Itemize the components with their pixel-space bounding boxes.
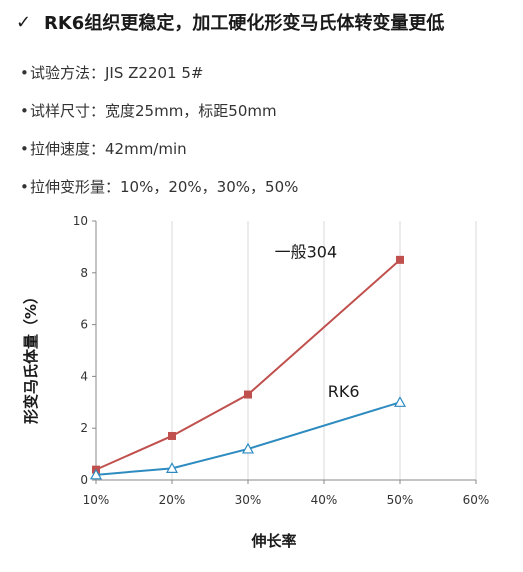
bullet-text: 拉伸速度：42mm/min [30, 140, 187, 158]
bullet-dot-icon: • [20, 63, 29, 82]
x-tick-label: 50% [387, 493, 414, 507]
y-tick-label: 2 [80, 421, 88, 435]
data-point-triangle [165, 462, 179, 473]
data-point-square [396, 255, 404, 264]
bullet-test-method: • 试验方法：JIS Z2201 5# [20, 62, 203, 83]
bullet-dot-icon: • [20, 101, 29, 120]
data-point-square [168, 431, 176, 440]
checkmark-icon: ✓ [16, 11, 32, 33]
series-label-standard-304: 一般304 [275, 242, 338, 261]
bullet-specimen-size: • 试样尺寸：宽度25mm，标距50mm [20, 100, 277, 121]
x-tick-label: 20% [159, 493, 186, 507]
series-label-rk6: RK6 [328, 382, 360, 401]
page-title: RK6组织更稳定，加工硬化形变马氏体转变量更低 [44, 13, 445, 34]
bullet-dot-icon: • [20, 139, 29, 158]
x-tick-label: 30% [235, 493, 262, 507]
y-tick-label: 8 [80, 266, 88, 280]
x-tick-label: 40% [311, 493, 338, 507]
x-tick-label: 60% [463, 493, 490, 507]
x-tick-label: 10% [83, 493, 110, 507]
bullet-deformation: • 拉伸变形量：10%，20%，30%，50% [20, 176, 298, 197]
series-line-rk6 [95, 401, 401, 476]
x-axis-title: 伸长率 [250, 532, 296, 550]
y-tick-label: 10 [73, 214, 88, 228]
data-point-triangle [393, 396, 407, 407]
y-tick-label: 6 [80, 318, 88, 332]
data-point-triangle [241, 442, 255, 454]
series-line-standard-304 [95, 259, 401, 471]
y-tick-label: 4 [80, 369, 88, 383]
bullet-text: 试验方法：JIS Z2201 5# [30, 64, 204, 82]
bullet-tensile-speed: • 拉伸速度：42mm/min [20, 138, 187, 159]
bullet-text: 拉伸变形量：10%，20%，30%，50% [30, 178, 299, 196]
y-tick-label: 0 [80, 473, 88, 487]
bullet-text: 试样尺寸：宽度25mm，标距50mm [30, 102, 277, 120]
page-heading: ✓ RK6组织更稳定，加工硬化形变马氏体转变量更低 [16, 8, 444, 36]
data-point-square [244, 390, 252, 399]
data-point-triangle [89, 468, 103, 480]
bullet-dot-icon: • [20, 177, 29, 196]
y-axis-title: 形变马氏体量（%） [22, 289, 40, 424]
